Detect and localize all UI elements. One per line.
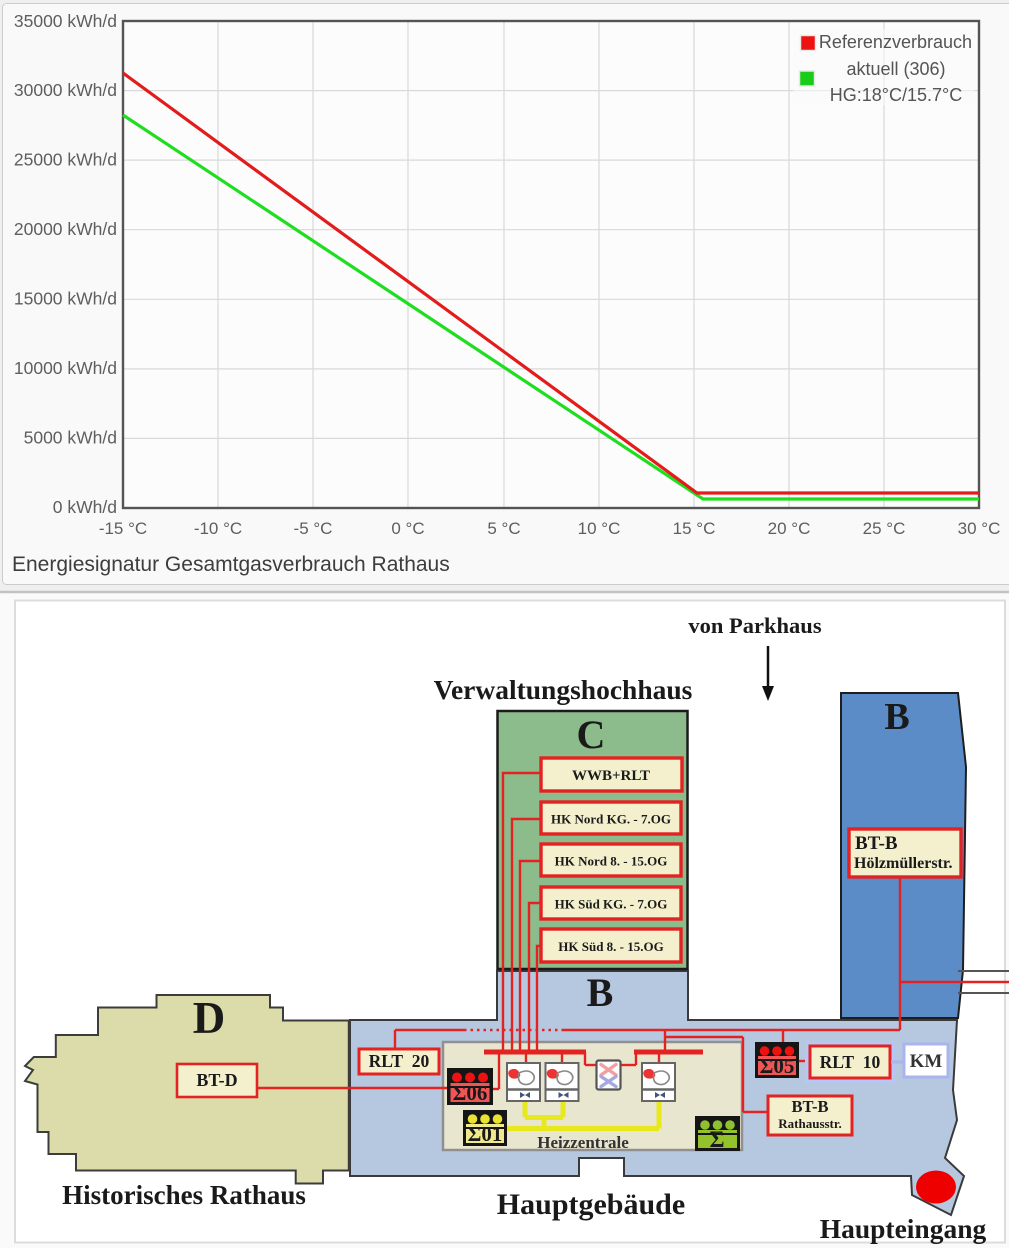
svg-text:30000 kWh/d: 30000 kWh/d [14,80,117,100]
svg-text:BT-B: BT-B [792,1097,829,1116]
svg-text:5000 kWh/d: 5000 kWh/d [24,428,117,448]
svg-text:0 kWh/d: 0 kWh/d [53,497,117,517]
svg-text:35000 kWh/d: 35000 kWh/d [14,11,117,31]
svg-text:25000 kWh/d: 25000 kWh/d [14,150,117,170]
svg-text:10000 kWh/d: 10000 kWh/d [14,358,117,378]
svg-text:-5 °C: -5 °C [294,519,333,538]
svg-text:Historisches Rathaus: Historisches Rathaus [62,1180,306,1210]
svg-text:RLT 10: RLT 10 [820,1052,881,1072]
svg-text:HK Süd KG. - 7.OG: HK Süd KG. - 7.OG [555,897,668,912]
svg-text:Referenzverbrauch: Referenzverbrauch [819,32,972,52]
svg-text:Hölzmüllerstr.: Hölzmüllerstr. [854,855,953,872]
svg-text:Haupteingang: Haupteingang [820,1213,987,1244]
svg-text:Σ06: Σ06 [453,1081,488,1105]
svg-text:HK Süd 8. - 15.OG: HK Süd 8. - 15.OG [558,939,663,954]
svg-text:Σ05: Σ05 [760,1054,795,1078]
svg-text:von Parkhaus: von Parkhaus [688,613,821,638]
svg-text:30 °C: 30 °C [958,519,1001,538]
svg-text:BT-D: BT-D [196,1070,237,1090]
svg-text:HK Nord KG. - 7.OG: HK Nord KG. - 7.OG [551,812,671,827]
svg-text:KM: KM [910,1051,943,1072]
svg-text:WWB+RLT: WWB+RLT [572,768,650,784]
svg-text:5 °C: 5 °C [487,519,520,538]
svg-text:-10 °C: -10 °C [194,519,242,538]
svg-text:15 °C: 15 °C [673,519,716,538]
svg-text:HG:18°C/15.7°C: HG:18°C/15.7°C [830,85,962,105]
svg-text:B: B [884,696,909,738]
svg-text:C: C [577,712,606,757]
svg-text:Σ01: Σ01 [468,1122,503,1146]
svg-text:BT-B: BT-B [855,833,898,854]
svg-text:0 °C: 0 °C [391,519,424,538]
svg-text:10 °C: 10 °C [578,519,621,538]
svg-text:Hauptgebäude: Hauptgebäude [497,1188,685,1221]
svg-text:Energiesignatur Gesamtgasverbr: Energiesignatur Gesamtgasverbrauch Ratha… [12,553,450,576]
svg-text:RLT 20: RLT 20 [369,1051,430,1071]
svg-text:Rathausstr.: Rathausstr. [778,1116,841,1131]
svg-text:HK Nord 8. - 15.OG: HK Nord 8. - 15.OG [555,854,668,869]
svg-text:25 °C: 25 °C [863,519,906,538]
svg-text:aktuell (306): aktuell (306) [846,59,945,79]
svg-text:-15 °C: -15 °C [99,519,147,538]
svg-text:Heizzentrale: Heizzentrale [537,1133,629,1152]
svg-text:D: D [193,993,226,1043]
svg-text:Verwaltungshochhaus: Verwaltungshochhaus [434,674,693,705]
svg-text:20 °C: 20 °C [768,519,811,538]
svg-text:Σ: Σ [709,1127,724,1152]
svg-text:20000 kWh/d: 20000 kWh/d [14,219,117,239]
svg-text:B: B [587,970,614,1015]
svg-text:15000 kWh/d: 15000 kWh/d [14,289,117,309]
